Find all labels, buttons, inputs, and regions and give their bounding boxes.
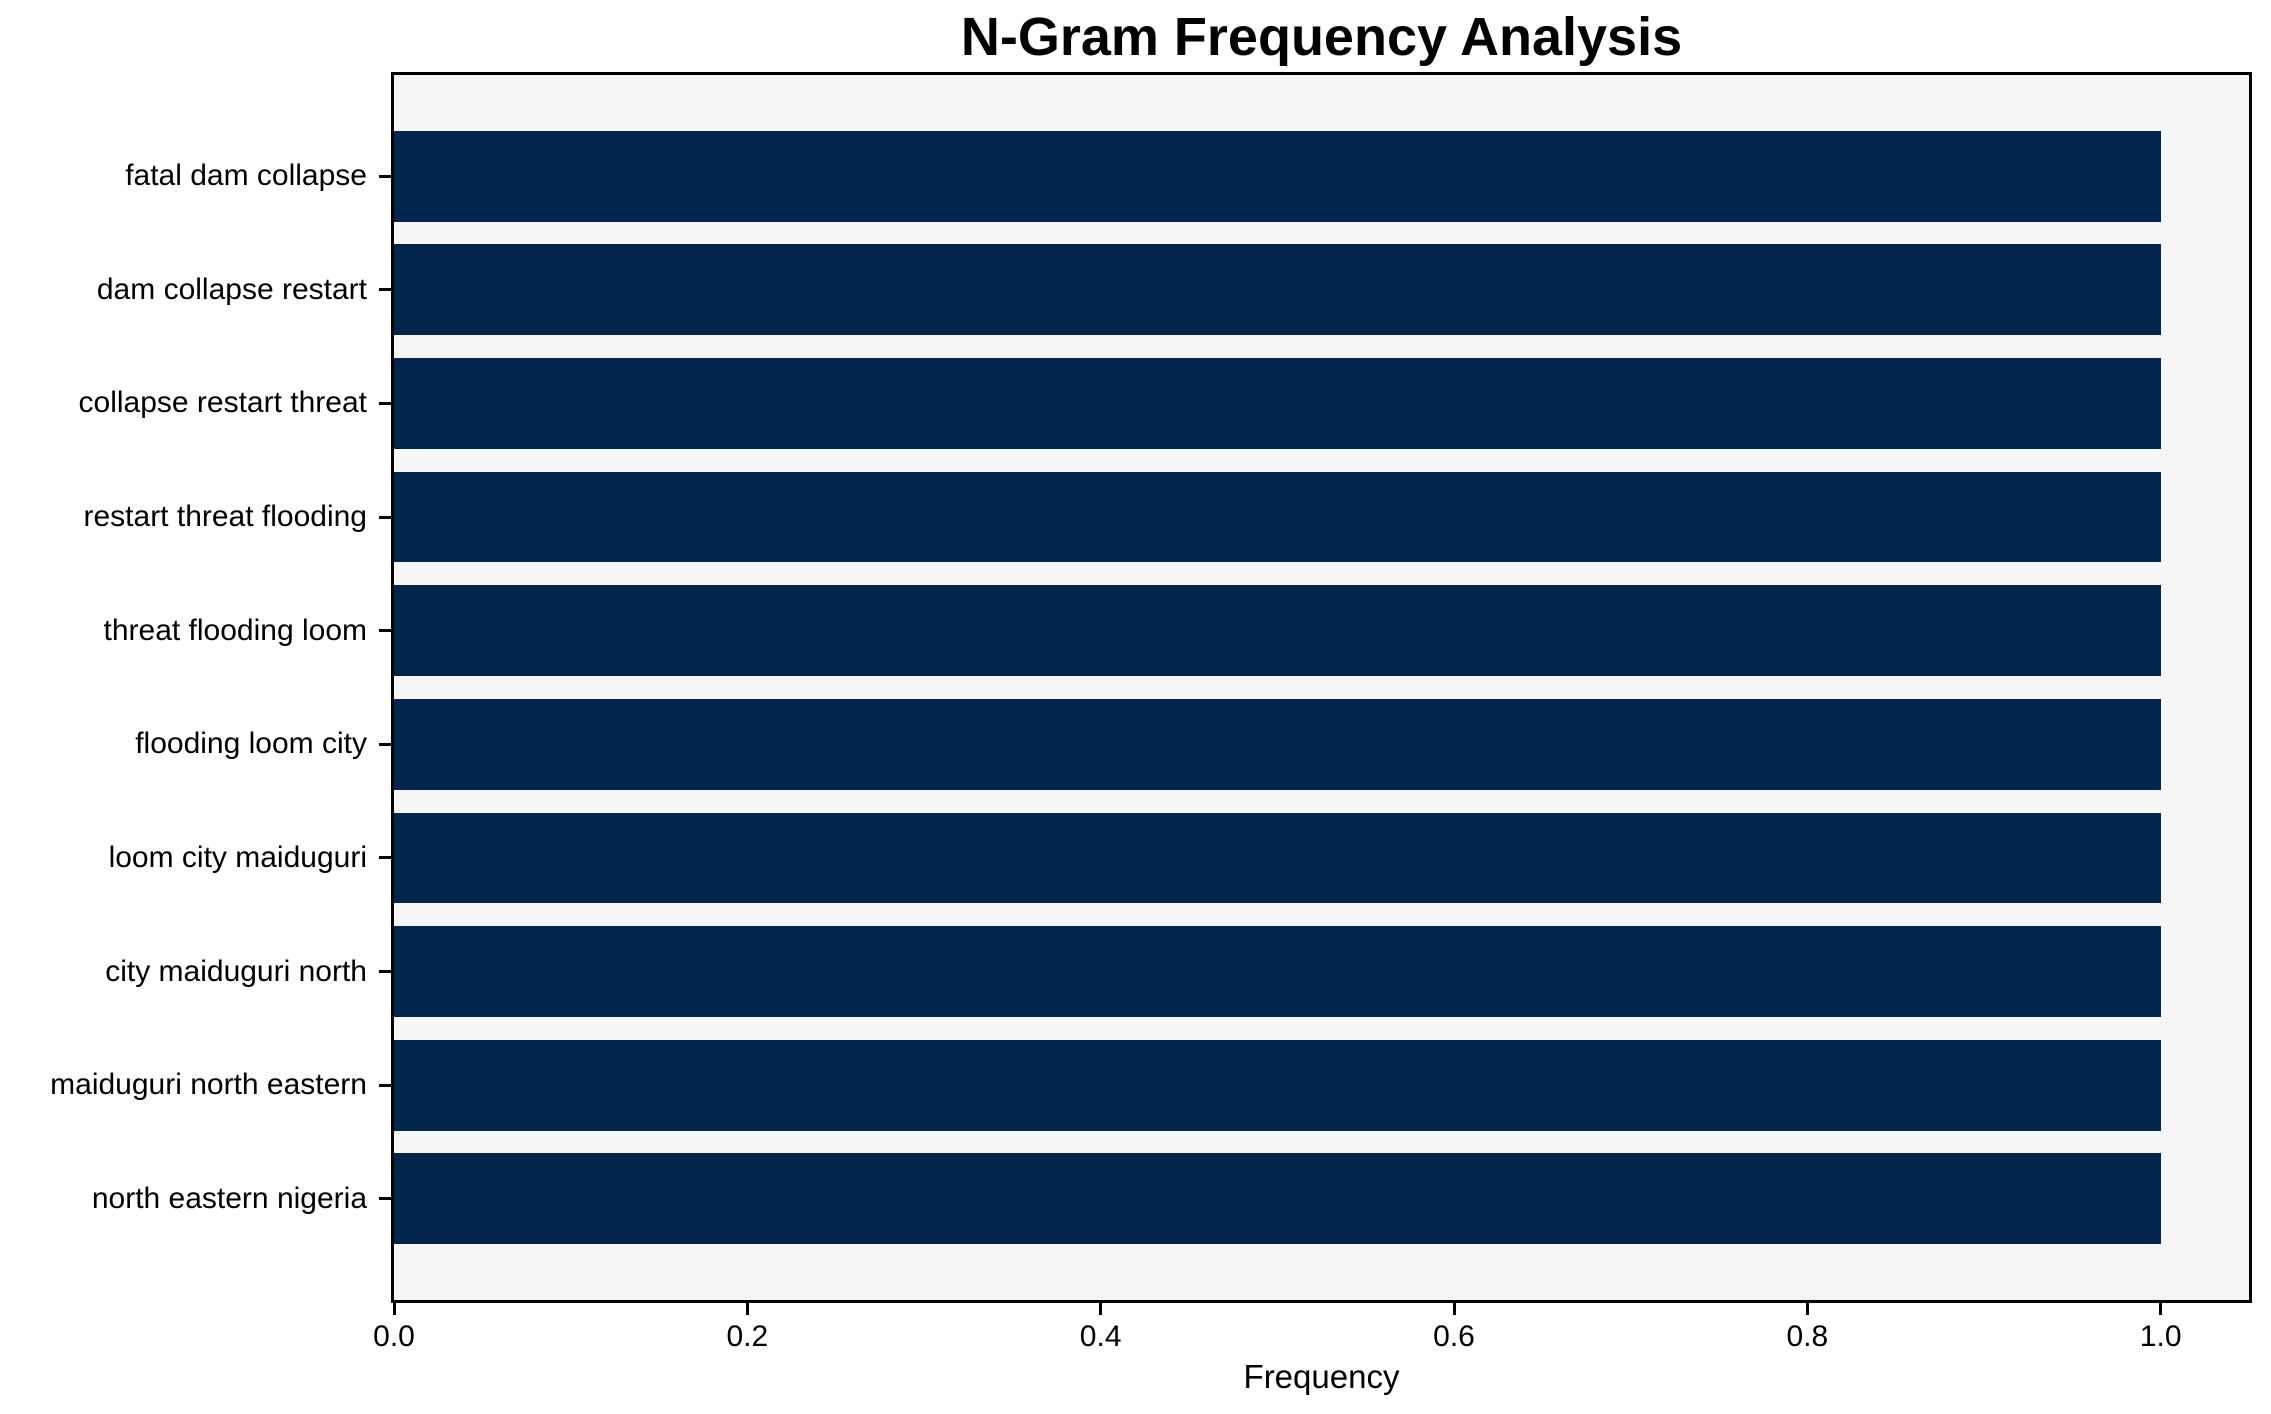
x-tick-mark xyxy=(745,1303,749,1315)
y-tick-mark xyxy=(379,174,391,178)
y-tick-mark xyxy=(379,288,391,292)
y-tick-mark xyxy=(379,970,391,974)
x-tick-label: 0.2 xyxy=(726,1320,769,1353)
x-tick-mark xyxy=(1452,1303,1456,1315)
bar xyxy=(394,471,2161,563)
x-tick-mark xyxy=(392,1303,396,1315)
y-tick-label: restart threat flooding xyxy=(83,500,368,534)
y-tick-mark xyxy=(379,742,391,746)
bar xyxy=(394,1039,2161,1131)
x-tick-label: 0.4 xyxy=(1079,1320,1122,1353)
y-tick-mark xyxy=(379,856,391,860)
y-tick-label: maiduguri north eastern xyxy=(50,1068,367,1102)
x-tick-label: 0.8 xyxy=(1786,1320,1829,1353)
y-tick-label: loom city maiduguri xyxy=(108,840,367,874)
y-tick-label: flooding loom city xyxy=(135,727,367,761)
y-tick-label: city maiduguri north xyxy=(105,954,367,988)
x-tick-mark xyxy=(2159,1303,2163,1315)
y-tick-mark xyxy=(379,401,391,405)
chart-title: N-Gram Frequency Analysis xyxy=(960,7,1683,67)
y-tick-label: north eastern nigeria xyxy=(91,1181,367,1215)
y-tick-mark xyxy=(379,1083,391,1087)
bar xyxy=(394,698,2161,790)
x-tick-label: 1.0 xyxy=(2139,1320,2182,1353)
x-tick-mark xyxy=(1099,1303,1103,1315)
y-tick-label: threat flooding loom xyxy=(103,613,368,647)
y-tick-label: dam collapse restart xyxy=(96,272,367,306)
bar xyxy=(394,812,2161,904)
x-axis: 0.0 0.2 0.4 0.6 0.8 1.0 xyxy=(373,1303,2252,1413)
x-tick-mark xyxy=(1805,1303,1809,1315)
bar xyxy=(394,1153,2161,1245)
plot-area xyxy=(391,72,2252,1303)
x-axis-title: Frequency xyxy=(1243,1358,1400,1395)
y-tick-label: fatal dam collapse xyxy=(125,159,367,193)
x-tick-label: 0.0 xyxy=(373,1320,415,1353)
y-tick-mark xyxy=(379,629,391,633)
y-axis: fatal dam collapse dam collapse restart co… xyxy=(0,72,391,1303)
y-tick-mark xyxy=(379,1197,391,1201)
bar xyxy=(394,357,2161,449)
y-tick-mark xyxy=(379,515,391,519)
bar xyxy=(394,244,2161,336)
bar xyxy=(394,130,2161,222)
y-tick-label: collapse restart threat xyxy=(78,386,367,420)
x-tick-label: 0.6 xyxy=(1433,1320,1475,1353)
bar xyxy=(394,926,2161,1018)
bar xyxy=(394,585,2161,677)
